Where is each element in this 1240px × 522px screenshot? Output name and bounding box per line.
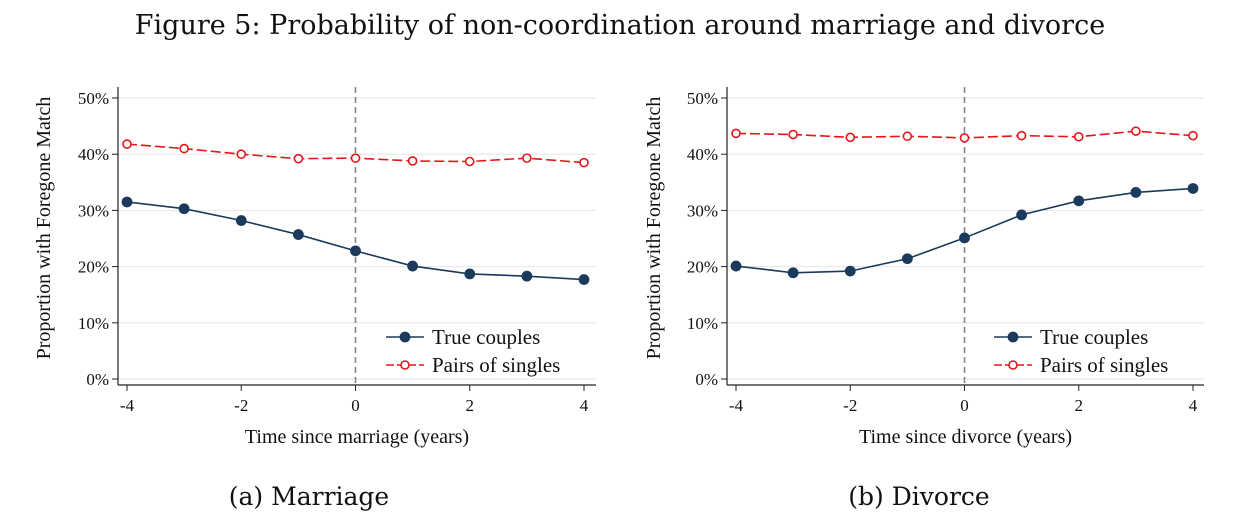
y-axis-label: Proportion with Foregone Match	[33, 97, 55, 360]
y-tick-label: 50%	[687, 89, 718, 108]
data-point-true-couples	[1187, 183, 1199, 194]
x-tick-label: 4	[580, 396, 589, 415]
y-tick-label: 10%	[78, 314, 109, 333]
data-point-true-couples	[844, 265, 856, 277]
data-point-pairs-of-singles	[788, 129, 798, 140]
caption-marriage: (a) Marriage	[228, 482, 390, 511]
data-point-pairs-of-singles	[1016, 130, 1027, 141]
legend-marker-true-couples	[1007, 331, 1019, 343]
y-tick-label: 30%	[78, 201, 109, 220]
legend-marker-pairs-of-singles	[1008, 360, 1018, 370]
x-tick-label: 0	[960, 396, 969, 415]
data-point-true-couples	[1073, 195, 1085, 207]
data-point-true-couples	[901, 253, 913, 265]
data-point-pairs-of-singles	[959, 133, 970, 143]
x-tick-label: 2	[1075, 396, 1084, 415]
data-point-true-couples	[178, 203, 190, 215]
chart-marriage: 0% 10% 20% 30% 40% 50% -4 -2 0 2 4 Time since marri…	[33, 87, 596, 448]
data-point-pairs-of-singles	[293, 153, 304, 164]
legend-label-pairs-of-singles: Pairs of singles	[432, 353, 560, 377]
data-point-true-couples	[1130, 187, 1142, 198]
legend-label-true-couples: True couples	[1040, 325, 1148, 349]
data-point-true-couples	[521, 270, 533, 282]
caption-divorce: (b) Divorce	[848, 482, 990, 511]
data-point-true-couples	[959, 232, 970, 244]
data-point-true-couples	[292, 229, 304, 240]
data-point-true-couples	[407, 260, 419, 272]
x-tick-label: 4	[1189, 396, 1198, 415]
data-point-pairs-of-singles	[122, 139, 132, 149]
x-tick-label: 0	[351, 396, 360, 415]
y-tick-label: 50%	[78, 89, 109, 108]
data-point-pairs-of-singles	[845, 132, 856, 143]
data-point-true-couples	[787, 267, 799, 279]
data-point-pairs-of-singles	[902, 131, 913, 142]
x-tick-label: -4	[729, 396, 744, 415]
data-point-pairs-of-singles	[350, 153, 361, 163]
data-point-pairs-of-singles	[464, 156, 475, 167]
data-point-true-couples	[730, 260, 742, 272]
x-tick-label: -2	[234, 396, 248, 415]
y-tick-label: 10%	[687, 314, 718, 333]
data-point-pairs-of-singles	[1188, 130, 1198, 141]
data-point-pairs-of-singles	[522, 153, 532, 163]
data-point-true-couples	[350, 245, 361, 257]
legend-marker-true-couples	[399, 331, 411, 343]
legend-label-true-couples: True couples	[432, 325, 540, 349]
x-axis-label: Time since divorce (years)	[859, 426, 1072, 448]
figure-title: Figure 5: Probability of non-coordinatio…	[134, 10, 1106, 41]
y-tick-label: 40%	[687, 145, 718, 164]
y-tick-label: 40%	[78, 145, 109, 164]
data-point-true-couples	[464, 268, 476, 280]
data-point-pairs-of-singles	[236, 149, 247, 159]
x-tick-label: -2	[843, 396, 857, 415]
data-point-pairs-of-singles	[179, 143, 189, 154]
data-point-pairs-of-singles	[1073, 131, 1084, 142]
legend-marker-pairs-of-singles	[400, 360, 410, 370]
chart-divorce: 0% 10% 20% 30% 40% 50% -4 -2 0 2 4 Time since divor…	[643, 87, 1204, 448]
data-point-pairs-of-singles	[579, 157, 589, 168]
data-point-pairs-of-singles	[407, 156, 418, 166]
data-point-pairs-of-singles	[1131, 126, 1141, 136]
y-tick-label: 30%	[687, 201, 718, 220]
y-tick-label: 0%	[695, 370, 718, 389]
y-tick-label: 20%	[687, 258, 718, 277]
y-tick-label: 0%	[86, 370, 109, 389]
data-point-pairs-of-singles	[731, 128, 741, 139]
y-tick-label: 20%	[78, 258, 109, 277]
x-axis-label: Time since marriage (years)	[245, 426, 469, 448]
data-point-true-couples	[235, 215, 247, 226]
y-axis-label: Proportion with Foregone Match	[643, 97, 665, 360]
legend-label-pairs-of-singles: Pairs of singles	[1040, 353, 1168, 377]
data-point-true-couples	[578, 274, 590, 285]
data-point-true-couples	[121, 196, 133, 208]
x-tick-label: 2	[466, 396, 475, 415]
data-point-true-couples	[1016, 209, 1028, 221]
x-tick-label: -4	[120, 396, 135, 415]
